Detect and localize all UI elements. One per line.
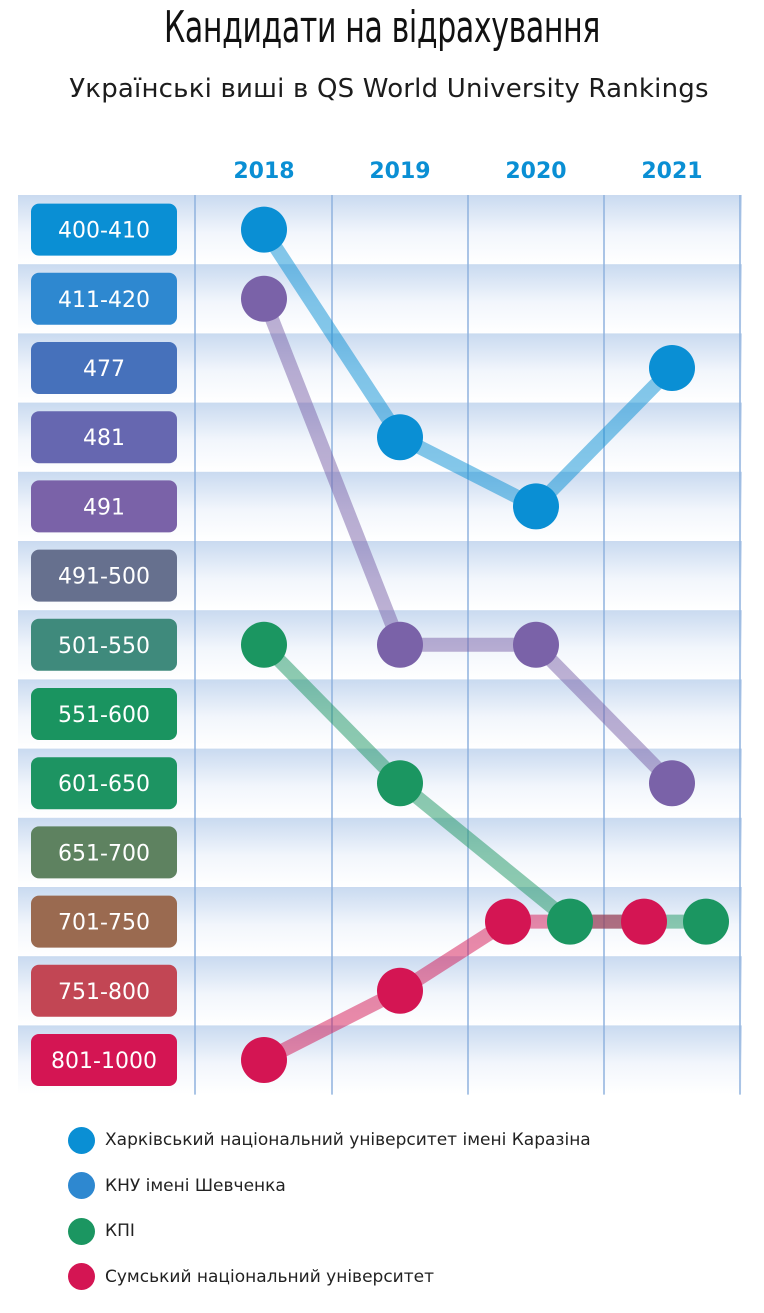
category-pill	[31, 342, 177, 394]
legend-item: Сумський національний університет	[68, 1262, 591, 1292]
legend-label: Сумський національний університет	[105, 1266, 434, 1287]
data-point	[683, 898, 729, 945]
legend-item: КНУ імені Шевченка	[68, 1171, 591, 1201]
ranking-chart: 2018 2019 2020 2021 400-410 411-420 477 481 491 4…	[18, 159, 742, 1095]
legend-dot-icon	[68, 1263, 95, 1290]
category-label: 501-550	[58, 634, 150, 659]
legend: Харківський національний університет іме…	[68, 1125, 591, 1307]
data-point	[377, 967, 423, 1014]
data-point	[513, 483, 559, 530]
data-point	[241, 621, 287, 668]
legend-dot-icon	[68, 1217, 95, 1245]
series-line	[257, 222, 679, 514]
data-point	[547, 898, 593, 945]
category-label: 551-600	[58, 703, 150, 728]
category-label: 477	[83, 357, 125, 382]
category-pill	[31, 618, 177, 671]
legend-label: Харківський національний університет іме…	[105, 1130, 591, 1150]
data-point	[377, 621, 423, 668]
legend-dot-icon	[68, 1172, 95, 1199]
category-pill	[31, 272, 177, 325]
legend-item: Харківський національний університет іме…	[68, 1125, 591, 1155]
category-label: 491-500	[58, 565, 150, 590]
legend-item: КПІ	[68, 1216, 591, 1246]
data-point	[649, 760, 695, 807]
category-pill	[31, 480, 177, 533]
data-point	[241, 206, 287, 253]
data-point	[621, 898, 667, 945]
category-pill	[31, 549, 177, 602]
legend-dot-icon	[68, 1126, 95, 1154]
data-point	[241, 1037, 287, 1083]
year-label: 2019	[369, 159, 430, 184]
category-label: 601-650	[58, 772, 150, 797]
category-label: 701-750	[58, 911, 150, 936]
category-pill	[31, 826, 177, 879]
page-subtitle: Українські виші в QS World University Ra…	[69, 74, 709, 104]
category-label: 801-1000	[51, 1049, 157, 1074]
category-label: 411-420	[58, 288, 150, 313]
year-label: 2018	[233, 159, 294, 184]
category-label: 400-410	[58, 219, 150, 244]
data-point	[377, 760, 423, 807]
page-title: Кандидати на відрахування	[163, 2, 601, 53]
legend-label: КНУ імені Шевченка	[105, 1175, 286, 1196]
series-line	[257, 291, 679, 791]
year-label: 2020	[505, 159, 566, 184]
category-pill	[31, 1034, 177, 1086]
category-pill	[31, 964, 177, 1017]
category-pill	[31, 203, 177, 256]
category-pill	[31, 895, 177, 948]
category-pill	[31, 757, 177, 810]
category-label: 751-800	[58, 980, 150, 1005]
category-label: 491	[83, 495, 125, 520]
data-point	[513, 621, 559, 668]
data-point	[485, 898, 531, 945]
category-pill	[31, 411, 177, 464]
year-label: 2021	[641, 159, 702, 184]
category-pill	[31, 688, 177, 740]
data-point	[241, 275, 287, 322]
data-point	[649, 345, 695, 391]
data-point	[377, 414, 423, 461]
legend-label: КПІ	[105, 1221, 135, 1241]
category-label: 481	[83, 426, 125, 451]
category-label: 651-700	[58, 841, 150, 866]
